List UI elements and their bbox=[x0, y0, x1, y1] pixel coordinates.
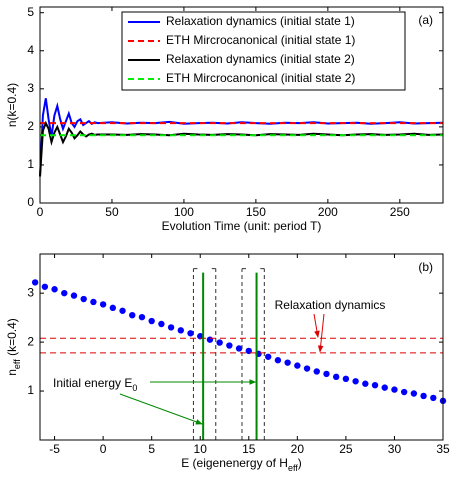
scatter-point bbox=[332, 373, 340, 381]
scatter-point bbox=[391, 386, 398, 393]
scatter-point bbox=[90, 298, 97, 306]
legend-label: ETH Mircrocanonical (initial state 1) bbox=[166, 33, 355, 47]
series-line bbox=[39, 120, 444, 177]
scatter-point bbox=[109, 304, 117, 312]
y-tick-label: 1 bbox=[27, 157, 34, 171]
scatter-point bbox=[226, 342, 233, 349]
y-tick-label: 3 bbox=[27, 285, 34, 299]
x-axis-label-part: E (eigenenergy of H bbox=[181, 456, 288, 470]
x-tick-label: 200 bbox=[318, 205, 338, 219]
y-tick-label: 1 bbox=[27, 383, 34, 397]
scatter-point bbox=[352, 378, 359, 385]
x-tick-label: 250 bbox=[390, 205, 410, 219]
x-tick-label: 30 bbox=[388, 442, 402, 456]
y-tick-label: 2 bbox=[27, 334, 34, 348]
y-tick-label: 4 bbox=[27, 43, 34, 57]
scatter-point bbox=[99, 301, 107, 308]
y-axis-label-part: (k=0.4) bbox=[5, 318, 19, 359]
energy-window bbox=[241, 268, 265, 440]
scatter-point bbox=[138, 313, 146, 321]
scatter-point bbox=[284, 359, 291, 366]
scatter-point bbox=[61, 289, 68, 297]
scatter-point bbox=[216, 339, 223, 346]
initial-energy-annotation: Initial energy E0 bbox=[53, 376, 137, 393]
scatter-point bbox=[410, 390, 418, 397]
x-tick-label: 100 bbox=[174, 205, 194, 219]
x-axis-label-part: ) bbox=[298, 456, 302, 470]
initial-energy-annotation-part: 0 bbox=[132, 383, 137, 393]
x-axis-label-part: eff bbox=[288, 463, 298, 473]
initial-energy-annotation-part: Initial energy E bbox=[53, 376, 132, 390]
y-axis-label-part: n bbox=[5, 369, 19, 376]
scatter-point bbox=[129, 311, 136, 319]
scatter-point bbox=[158, 320, 165, 328]
x-tick-label: 5 bbox=[148, 442, 155, 456]
y-tick-label: 5 bbox=[27, 5, 34, 19]
scatter-point bbox=[167, 324, 175, 331]
scatter-point bbox=[342, 375, 350, 383]
scatter-point bbox=[41, 283, 49, 290]
scatter-point bbox=[430, 394, 437, 402]
scatter-point bbox=[148, 317, 155, 325]
scatter-point bbox=[51, 286, 58, 293]
scatter-point bbox=[303, 365, 311, 372]
scatter-point bbox=[420, 392, 427, 400]
legend-box bbox=[121, 11, 406, 91]
scatter-point bbox=[80, 295, 87, 303]
x-tick-label: 15 bbox=[242, 442, 256, 456]
x-tick-label: 25 bbox=[339, 442, 353, 456]
y-tick-label: 3 bbox=[27, 81, 34, 95]
scatter-point bbox=[187, 330, 194, 337]
y-tick-label: 0 bbox=[27, 195, 34, 209]
plot-frame bbox=[39, 6, 444, 204]
x-tick-label: 20 bbox=[291, 442, 305, 456]
scatter-point bbox=[400, 388, 408, 396]
scatter-point bbox=[313, 368, 320, 375]
y-axis-label: neff (k=0.4) bbox=[5, 318, 22, 376]
annotation-arrow bbox=[119, 393, 203, 425]
scatter-point bbox=[70, 292, 78, 299]
y-tick-label: 2 bbox=[27, 119, 34, 133]
scatter-point bbox=[235, 345, 243, 352]
x-tick-label: -5 bbox=[49, 442, 60, 456]
x-axis-label: Evolution Time (unit: period T) bbox=[162, 219, 322, 233]
x-tick-label: 0 bbox=[100, 442, 107, 456]
y-axis-label-part: eff bbox=[12, 359, 22, 369]
x-tick-label: 0 bbox=[37, 205, 44, 219]
plot-frame bbox=[39, 253, 444, 441]
x-tick-label: 10 bbox=[194, 442, 208, 456]
annotation-arrow bbox=[317, 313, 325, 353]
scatter-point bbox=[119, 307, 126, 314]
panel-label: (b) bbox=[418, 260, 433, 274]
scatter-point bbox=[371, 381, 379, 389]
scatter-point bbox=[323, 370, 330, 378]
y-axis-label: n(k=0.4) bbox=[5, 83, 19, 127]
energy-window bbox=[192, 268, 217, 440]
x-axis-label: E (eigenenergy of Heff) bbox=[181, 456, 302, 473]
annotation-arrow bbox=[313, 313, 320, 338]
relaxation-annotation: Relaxation dynamics bbox=[275, 298, 386, 312]
scatter-point bbox=[294, 362, 301, 369]
legend-label: ETH Mircrocanonical (initial state 2) bbox=[166, 71, 355, 85]
legend-label: Relaxation dynamics (initial state 1) bbox=[166, 14, 355, 28]
legend-label: Relaxation dynamics (initial state 2) bbox=[166, 52, 355, 66]
panel-label: (a) bbox=[418, 13, 433, 27]
x-tick-label: 50 bbox=[105, 205, 119, 219]
scatter-point bbox=[274, 357, 282, 364]
scatter-point bbox=[206, 336, 214, 343]
scatter-point bbox=[177, 327, 185, 334]
scatter-point bbox=[31, 279, 39, 286]
x-tick-label: 150 bbox=[246, 205, 266, 219]
x-tick-label: 35 bbox=[436, 442, 450, 456]
scatter-point bbox=[265, 353, 272, 360]
scatter-point bbox=[381, 384, 388, 391]
scatter-point bbox=[362, 380, 369, 387]
